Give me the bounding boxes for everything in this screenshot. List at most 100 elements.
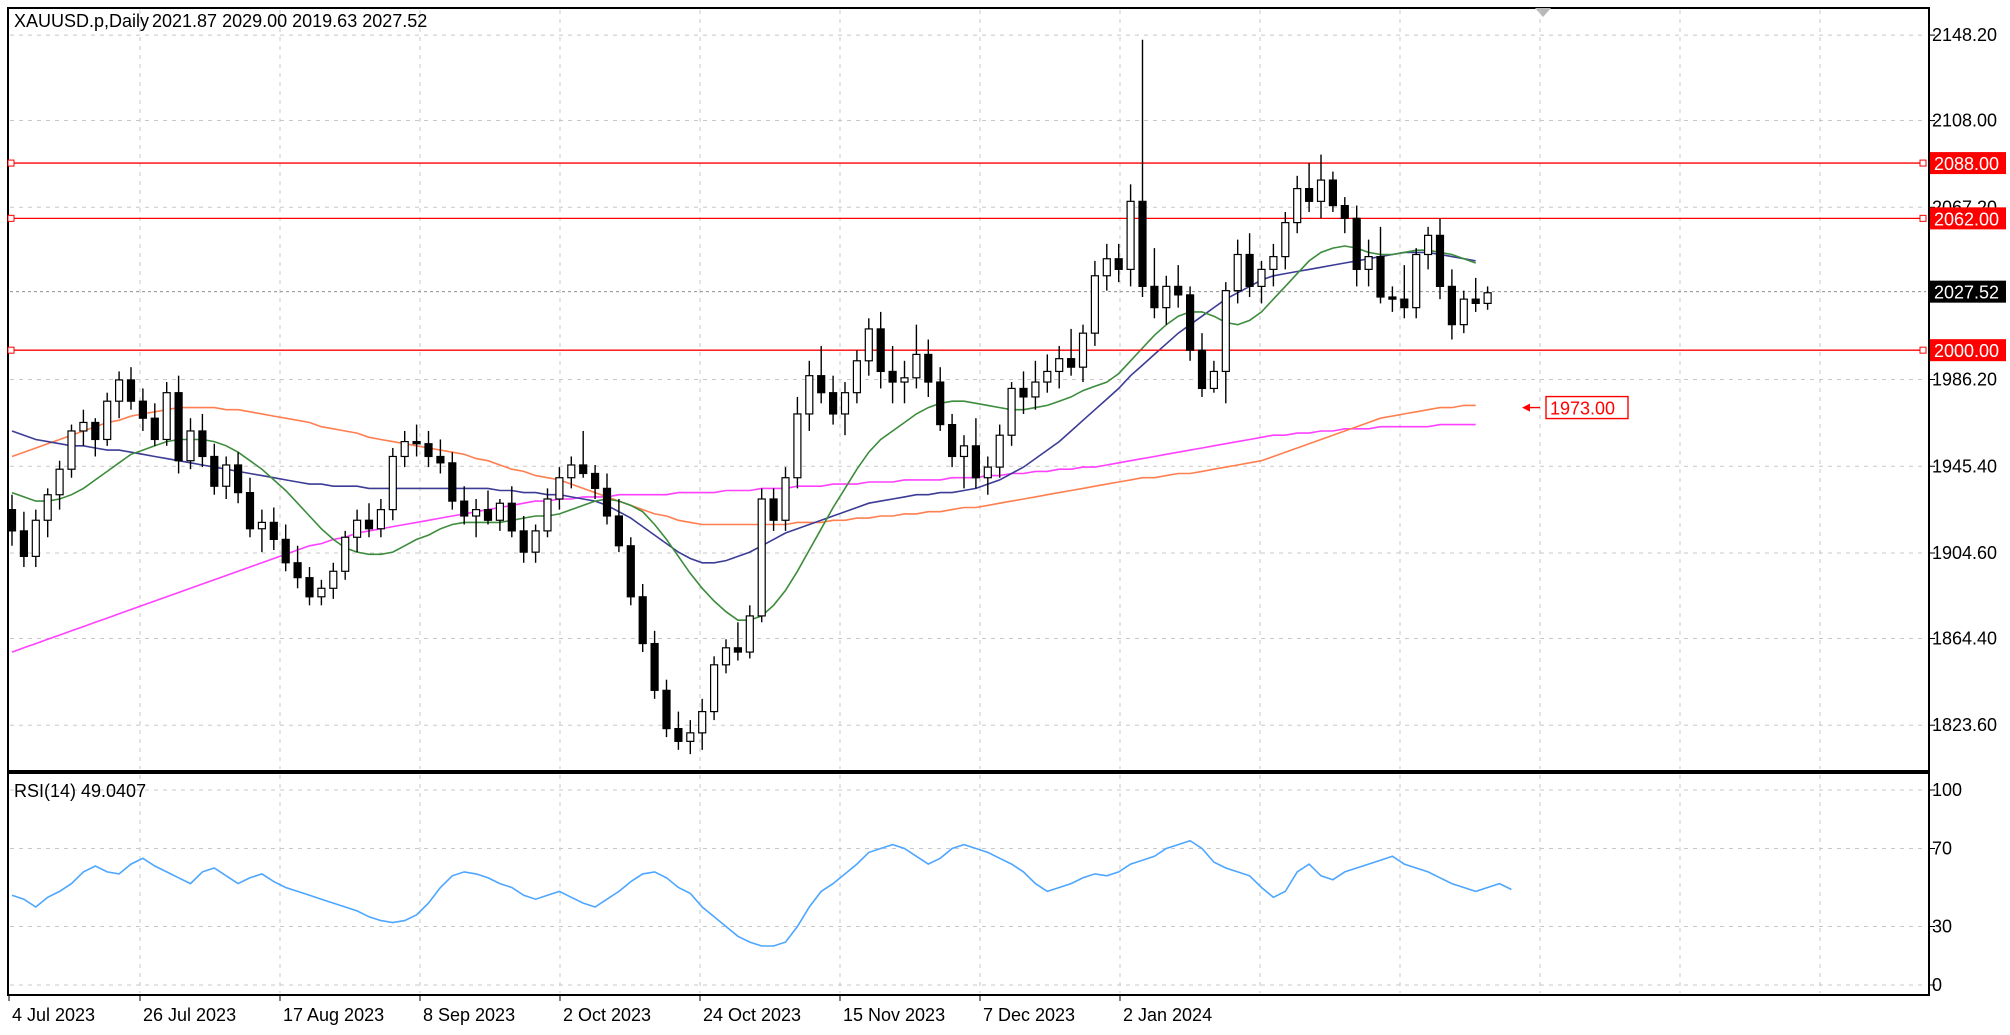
rsi-axis[interactable]: 100 70 30 0 [1929, 780, 1962, 995]
candle-bullish [995, 434, 1004, 468]
candle-bearish [626, 545, 635, 598]
chart-header-symbol: XAUUSD.p,Daily [14, 11, 149, 31]
current-price-tag[interactable] [1930, 280, 2006, 303]
candle-bearish [614, 515, 624, 547]
candle-bullish [1007, 387, 1016, 436]
candle-bearish [1340, 204, 1349, 219]
price-marker-box[interactable] [1545, 395, 1629, 420]
candle-bearish [460, 500, 469, 517]
candle-bearish [947, 423, 957, 458]
candle-bearish [650, 642, 659, 691]
rsi-tick-label: 30 [1932, 917, 1952, 937]
level-handle-right[interactable] [1919, 159, 1927, 167]
time-axis[interactable]: 4 Jul 2023 26 Jul 2023 17 Aug 2023 8 Sep 20… [8, 995, 1212, 1025]
candle-bearish [1019, 387, 1028, 398]
candle-bearish [1174, 285, 1183, 296]
candle-bullish [162, 392, 171, 441]
candle-bearish [7, 509, 17, 532]
level-price-tag[interactable] [1930, 339, 2006, 362]
candle-bearish [150, 417, 159, 441]
time-tick-label: 26 Jul 2023 [143, 1005, 236, 1025]
price-tick-label: 1904.60 [1932, 543, 1997, 563]
candle-bearish [1388, 296, 1397, 300]
candle-bearish [234, 464, 243, 494]
candle-bullish [1281, 222, 1290, 258]
candle-bullish [781, 477, 790, 521]
candle-bearish [602, 487, 612, 517]
candle-bullish [257, 521, 266, 530]
candle-bearish [1304, 187, 1314, 202]
candle-bullish [567, 464, 576, 479]
candle-bearish [412, 440, 421, 445]
rsi-tick-label: 100 [1932, 780, 1962, 800]
time-tick-label: 24 Oct 2023 [703, 1005, 801, 1025]
level-price-tag[interactable] [1930, 152, 2006, 175]
candle-bearish [198, 430, 207, 458]
level-price-tag[interactable] [1930, 207, 2006, 230]
price-marker-label: 1973.00 [1550, 399, 1615, 419]
level-handle-left[interactable] [7, 346, 15, 354]
candle-bullish [959, 445, 969, 458]
level-handle-left[interactable] [7, 159, 15, 167]
time-tick-label: 8 Sep 2023 [423, 1005, 515, 1025]
candle-bearish [817, 375, 826, 394]
candle-bullish [983, 466, 992, 479]
ma-long-line [11, 423, 1476, 653]
time-tick-label: 15 Nov 2023 [843, 1005, 945, 1025]
candle-bearish [936, 381, 945, 426]
candle-bullish [472, 509, 481, 517]
panel-collapse-icon[interactable] [1535, 8, 1551, 17]
candle-bearish [1114, 258, 1123, 270]
level-handle-right[interactable] [1919, 214, 1927, 222]
level-handle-left[interactable] [7, 214, 15, 222]
candle-bearish [1138, 200, 1147, 287]
candle-bullish [1364, 256, 1373, 270]
candle-bullish [1043, 370, 1052, 383]
candle-bullish [912, 353, 921, 379]
level-handle-right[interactable] [1919, 346, 1927, 354]
ma-slow-line [11, 404, 1476, 526]
candle-bullish [840, 392, 850, 415]
candle-bullish [400, 440, 409, 458]
candle-bearish [519, 530, 528, 553]
candle-bullish [495, 502, 504, 521]
candle-bullish [31, 519, 40, 557]
candle-bullish [1412, 253, 1421, 309]
rsi-panel[interactable] [7, 772, 1930, 996]
candle-bearish [507, 502, 516, 532]
candle-bearish [876, 328, 885, 373]
candle-bearish [281, 538, 290, 564]
candle-bearish [269, 521, 278, 540]
candle-bullish [55, 468, 64, 496]
price-marker-arrowhead [1522, 403, 1530, 412]
candle-bearish [245, 492, 255, 530]
candle-bullish [805, 375, 814, 415]
candle-bearish [1471, 298, 1480, 304]
candle-bullish [1162, 285, 1171, 309]
price-panel[interactable] [7, 7, 1930, 772]
candle-bearish [293, 562, 302, 579]
candle-bullish [1316, 179, 1326, 202]
candle-bullish [1126, 200, 1135, 270]
candle-bearish [674, 728, 683, 742]
ma-fast-line [11, 245, 1476, 622]
candle-bearish [888, 370, 897, 383]
candle-bearish [436, 455, 445, 464]
price-axis[interactable]: 2148.202108.002067.201986.201945.401904.… [1929, 25, 1997, 735]
candle-bullish [103, 400, 112, 441]
candle-bullish [388, 455, 397, 511]
candle-bearish [138, 400, 147, 419]
candle-bullish [1233, 253, 1242, 292]
candle-bullish [709, 664, 719, 713]
candle-bearish [1197, 349, 1207, 390]
candle-bearish [828, 392, 838, 415]
candle-bearish [19, 530, 28, 557]
candle-bullish [1102, 258, 1111, 277]
candle-bullish [1423, 234, 1433, 256]
candle-bearish [364, 519, 374, 530]
level-price-tag-label: 2062.00 [1934, 209, 1999, 229]
candle-bullish [1293, 187, 1302, 224]
candle-bearish [126, 379, 136, 402]
candle-bearish [1185, 294, 1195, 351]
